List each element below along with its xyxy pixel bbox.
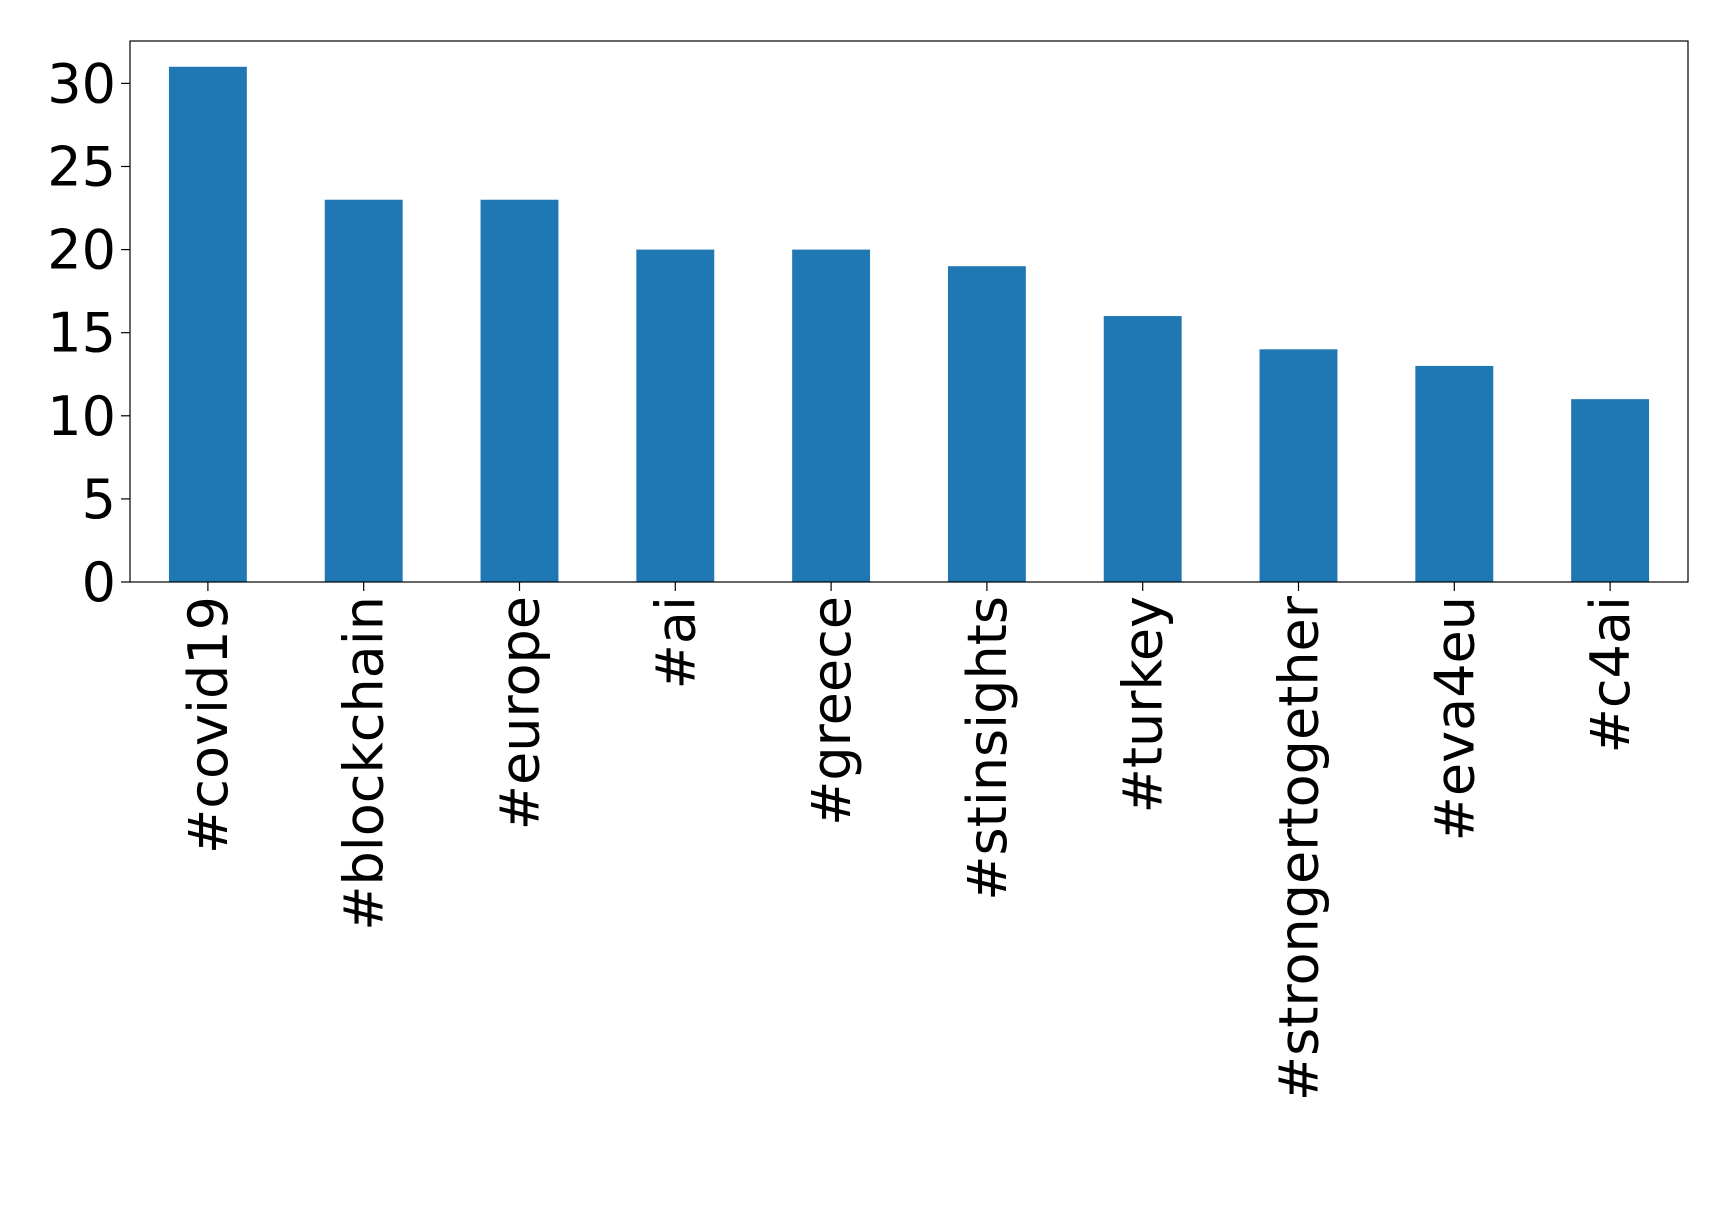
x-tick-label: #c4ai (1579, 596, 1642, 753)
y-tick-label: 30 (47, 52, 116, 115)
y-tick-label: 15 (47, 302, 116, 365)
bar (324, 199, 403, 583)
x-tick-label: #strongertogether (1268, 595, 1331, 1101)
y-tick-label: 25 (47, 135, 116, 198)
x-tick-label: #greece (800, 596, 863, 826)
x-tick-label: #stinsights (956, 596, 1019, 901)
y-tick-label: 0 (82, 551, 116, 614)
plot-frame (129, 40, 1689, 583)
bar (1571, 399, 1650, 582)
y-tick-label: 20 (47, 219, 116, 282)
bar (947, 266, 1026, 582)
y-tick-label: 5 (82, 468, 116, 531)
bar (636, 249, 715, 583)
bar (168, 66, 247, 582)
x-tick-label: #europe (489, 596, 552, 830)
bar (1103, 316, 1182, 582)
x-tick-label: #eva4eu (1423, 596, 1486, 841)
y-tick-label: 10 (47, 385, 116, 448)
bar (1415, 365, 1494, 582)
x-tick-label: #blockchain (333, 596, 396, 931)
x-tick-label: #covid19 (177, 596, 240, 854)
x-tick-label: #ai (644, 596, 707, 689)
bar (480, 199, 559, 583)
x-tick-label: #turkey (1112, 596, 1175, 813)
bar (1259, 349, 1338, 582)
bar (792, 249, 871, 583)
